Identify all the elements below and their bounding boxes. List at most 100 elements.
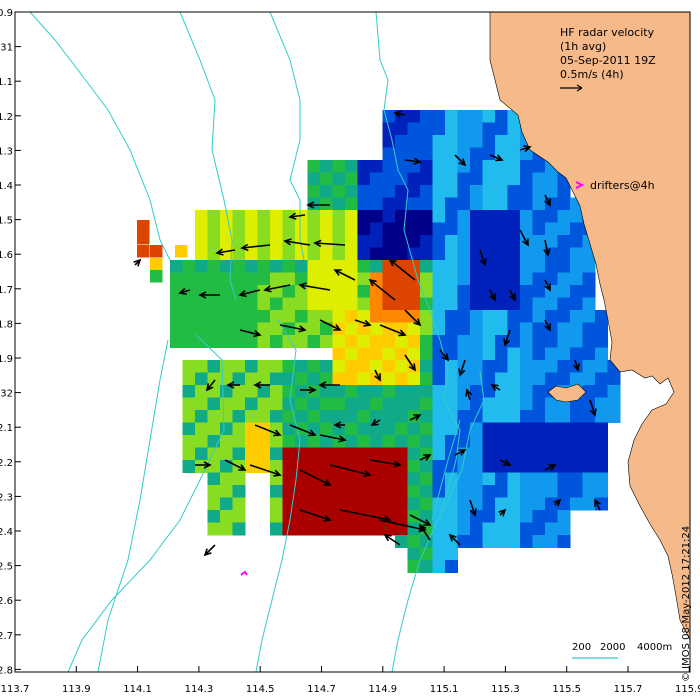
velocity-cell xyxy=(207,372,221,386)
velocity-cell xyxy=(182,260,196,273)
velocity-cell xyxy=(420,147,433,161)
velocity-cell xyxy=(320,485,333,498)
velocity-cell xyxy=(582,322,596,336)
velocity-cell xyxy=(545,185,558,198)
velocity-arrow xyxy=(254,424,282,437)
velocity-cell xyxy=(457,272,471,286)
velocity-cell xyxy=(282,360,296,373)
velocity-arrow xyxy=(203,544,216,557)
velocity-cell xyxy=(332,497,346,511)
velocity-cell xyxy=(295,522,308,536)
velocity-cell xyxy=(457,172,471,186)
velocity-cell xyxy=(270,447,283,461)
velocity-cell xyxy=(182,297,196,311)
velocity-cell xyxy=(495,285,508,298)
velocity-cell xyxy=(332,510,346,523)
velocity-cell xyxy=(320,497,333,511)
velocity-cell xyxy=(295,297,308,311)
velocity-cell xyxy=(432,185,446,198)
velocity-cell xyxy=(245,235,258,248)
velocity-arrow xyxy=(306,201,330,209)
velocity-arrow xyxy=(299,509,332,522)
velocity-cell xyxy=(507,460,521,473)
velocity-cell xyxy=(282,410,296,423)
velocity-arrow xyxy=(239,329,262,338)
velocity-cell xyxy=(570,460,583,473)
velocity-cell xyxy=(557,510,571,523)
velocity-cell xyxy=(582,260,596,273)
velocity-cell xyxy=(532,347,546,361)
velocity-cell xyxy=(220,235,233,248)
velocity-cell xyxy=(257,460,271,473)
velocity-cell xyxy=(557,372,571,386)
velocity-cell xyxy=(420,397,433,411)
velocity-cell xyxy=(582,347,596,361)
velocity-cell xyxy=(520,160,533,173)
velocity-cell xyxy=(382,222,396,236)
velocity-cell xyxy=(420,110,433,123)
velocity-cell xyxy=(295,447,308,461)
velocity-cell xyxy=(457,335,471,348)
velocity-cell xyxy=(245,435,258,448)
velocity-cell xyxy=(557,185,571,198)
velocity-cell xyxy=(232,272,246,286)
velocity-cell xyxy=(557,322,571,336)
velocity-cell xyxy=(370,422,383,436)
velocity-cell xyxy=(420,460,433,473)
coastline-land xyxy=(489,11,691,641)
velocity-cell xyxy=(557,272,571,286)
velocity-cell xyxy=(207,297,221,311)
velocity-cell xyxy=(370,222,383,236)
velocity-cell xyxy=(382,335,396,348)
velocity-cell xyxy=(370,447,383,461)
velocity-cell xyxy=(520,460,533,473)
title-line-3: 05-Sep-2011 19Z xyxy=(560,54,656,67)
velocity-cell xyxy=(432,397,446,411)
velocity-cell xyxy=(395,285,408,298)
velocity-cell xyxy=(207,522,221,536)
velocity-cell xyxy=(207,222,221,236)
velocity-cell xyxy=(495,397,508,411)
velocity-cell xyxy=(470,210,483,223)
velocity-cell xyxy=(532,397,546,411)
velocity-cell xyxy=(207,510,221,523)
velocity-cell xyxy=(370,385,383,398)
velocity-cell xyxy=(357,410,371,423)
velocity-cell xyxy=(570,435,583,448)
velocity-cell xyxy=(395,372,408,386)
velocity-cell xyxy=(470,460,483,473)
velocity-cell xyxy=(232,472,246,486)
velocity-cell xyxy=(150,258,163,271)
velocity-cell xyxy=(257,210,271,223)
velocity-cell xyxy=(357,297,371,311)
velocity-cell xyxy=(445,185,458,198)
velocity-cell xyxy=(270,322,283,336)
velocity-cell xyxy=(532,310,546,323)
velocity-arrow xyxy=(543,239,551,257)
velocity-cell xyxy=(207,485,221,498)
drifter-icon xyxy=(575,181,585,189)
velocity-cell xyxy=(532,360,546,373)
velocity-cell xyxy=(495,297,508,311)
velocity-cell xyxy=(282,335,296,348)
velocity-cell xyxy=(182,460,196,473)
velocity-cell xyxy=(432,222,446,236)
velocity-cell xyxy=(307,522,321,536)
velocity-cell xyxy=(545,510,558,523)
velocity-arrow xyxy=(503,329,511,347)
lat-tick-label: -31.4 xyxy=(0,181,13,192)
velocity-cell xyxy=(432,122,446,136)
velocity-cell xyxy=(332,285,346,298)
velocity-cell xyxy=(595,310,608,323)
velocity-cell xyxy=(420,547,433,561)
velocity-cell xyxy=(345,497,358,511)
velocity-cell xyxy=(582,447,596,461)
lat-tick-label: -32.3 xyxy=(0,492,13,503)
velocity-cell xyxy=(332,160,346,173)
velocity-cell xyxy=(320,460,333,473)
velocity-cell xyxy=(420,297,433,311)
velocity-cell xyxy=(507,347,521,361)
lat-tick-label: -32.2 xyxy=(0,458,13,469)
velocity-cell xyxy=(395,235,408,248)
velocity-cell xyxy=(532,447,546,461)
